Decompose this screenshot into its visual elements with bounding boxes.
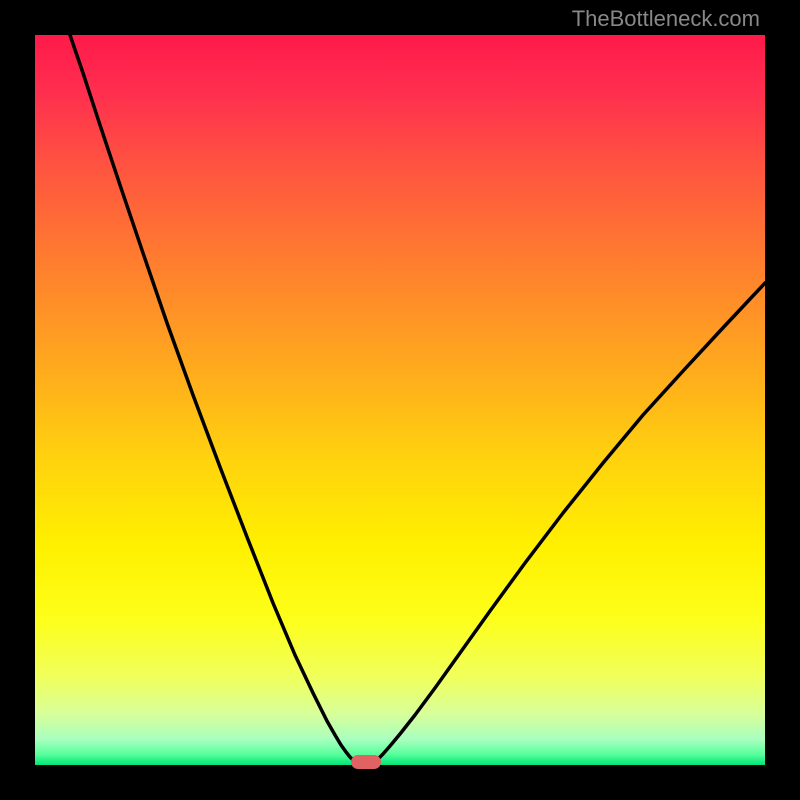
frame-left	[0, 0, 35, 800]
frame-right	[765, 0, 800, 800]
curve-left-branch	[70, 35, 355, 762]
optimal-point-marker	[351, 755, 381, 769]
watermark-text: TheBottleneck.com	[572, 6, 760, 32]
curve-right-branch	[375, 283, 765, 762]
frame-bottom	[0, 765, 800, 800]
bottleneck-curve	[35, 35, 765, 765]
plot-area	[35, 35, 765, 765]
